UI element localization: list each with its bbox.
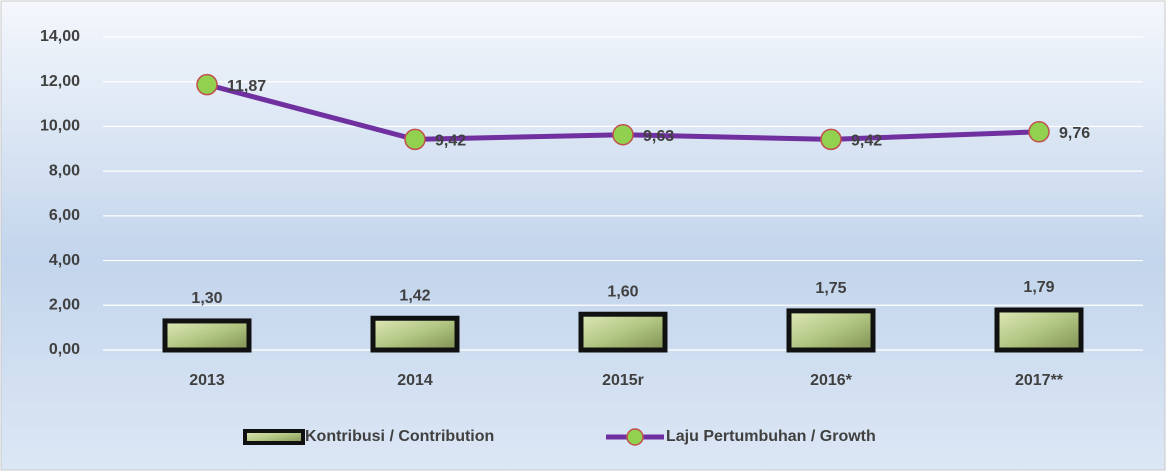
y-tick-label: 14,00: [40, 28, 80, 45]
data-label: 1,75: [815, 280, 846, 297]
x-tick-label: 2015r: [602, 372, 644, 389]
legend-label: Laju Pertumbuhan / Growth: [666, 428, 876, 445]
data-label: 11,87: [227, 78, 266, 95]
y-tick-label: 10,00: [40, 118, 80, 135]
legend-label: Kontribusi / Contribution: [305, 428, 494, 445]
line-marker: [1028, 121, 1050, 143]
x-tick-label: 2016*: [810, 372, 853, 389]
line-marker: [612, 123, 634, 146]
y-tick-label: 12,00: [40, 73, 80, 90]
data-label: 9,42: [851, 133, 882, 150]
bar: [786, 308, 876, 353]
data-label: 1,30: [191, 290, 222, 307]
data-label: 9,63: [643, 128, 674, 145]
line-marker: [196, 73, 218, 96]
line-marker: [820, 128, 842, 151]
data-label: 1,79: [1023, 279, 1054, 296]
legend-marker: [626, 428, 644, 446]
bar: [578, 311, 668, 353]
line-marker: [404, 128, 426, 151]
y-tick-label: 8,00: [49, 162, 80, 179]
data-label: 9,42: [435, 133, 466, 150]
data-label: 9,76: [1059, 125, 1090, 142]
bar: [370, 315, 460, 353]
y-tick-label: 0,00: [49, 341, 80, 358]
x-tick-label: 2013: [189, 372, 225, 389]
x-tick-label: 2014: [397, 372, 433, 389]
y-tick-label: 4,00: [49, 252, 80, 269]
y-tick-label: 2,00: [49, 297, 80, 314]
data-label: 1,42: [399, 287, 430, 304]
x-tick-label: 2017**: [1015, 372, 1064, 389]
legend-swatch: [243, 429, 305, 445]
bar: [994, 307, 1084, 353]
bar: [162, 318, 252, 353]
data-label: 1,60: [607, 283, 638, 300]
y-tick-label: 6,00: [49, 207, 80, 224]
